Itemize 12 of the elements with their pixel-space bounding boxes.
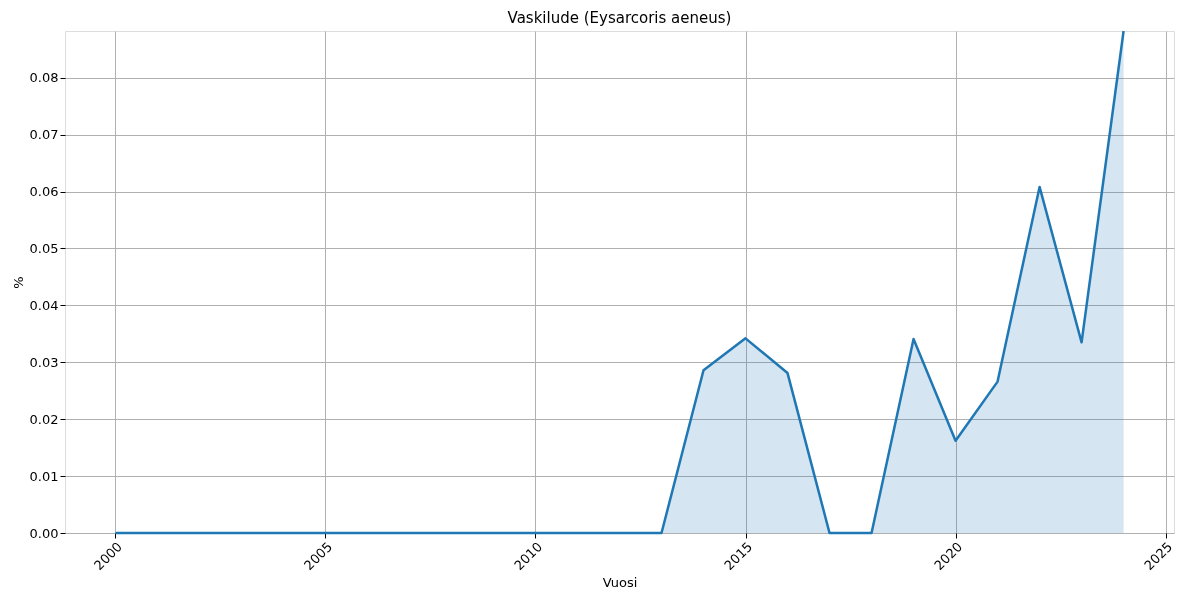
x-axis-title: Vuosi xyxy=(602,575,638,591)
y-tick-label: 0.05 xyxy=(29,240,59,256)
y-tick-label: 0.03 xyxy=(29,354,59,370)
y-tick-label: 0.01 xyxy=(29,468,59,484)
y-tick-label: 0.04 xyxy=(29,297,59,313)
y-tick-label: 0.08 xyxy=(29,70,59,86)
y-tick-label: 0.00 xyxy=(29,525,59,541)
y-axis-title: % xyxy=(10,276,26,289)
y-tick-label: 0.02 xyxy=(29,411,59,427)
y-tick-label: 0.06 xyxy=(29,184,59,199)
y-tick-label: 0.07 xyxy=(29,127,59,143)
chart-title: Vaskilude (Eysarcoris aeneus) xyxy=(507,8,732,27)
